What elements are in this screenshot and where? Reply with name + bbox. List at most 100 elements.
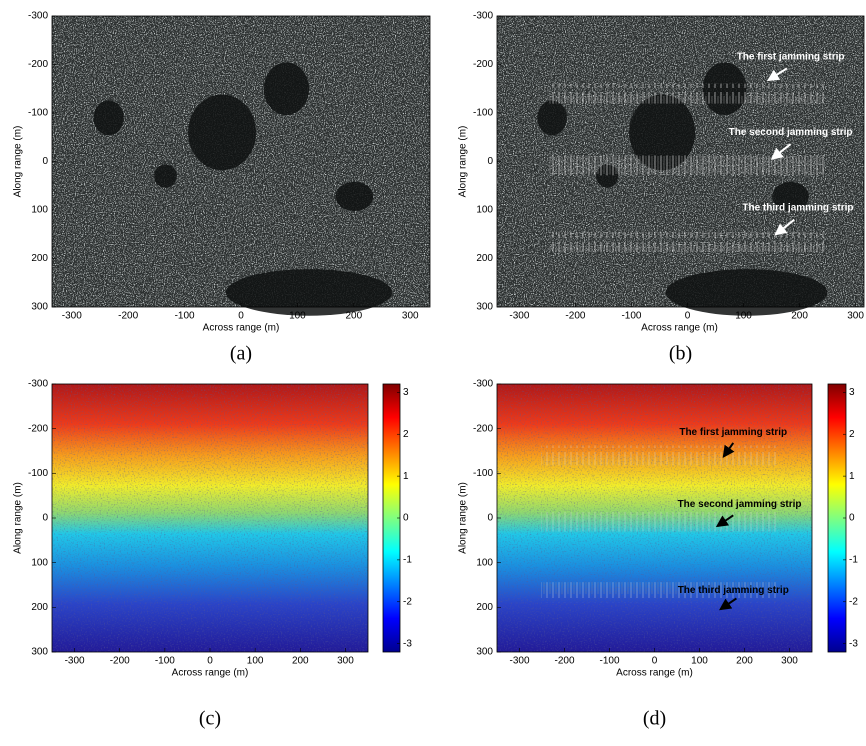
caption: (c) — [199, 708, 221, 730]
x-tick-label: 100 — [289, 311, 306, 322]
colorbar-tick-label: 3 — [849, 387, 855, 398]
caption: (b) — [669, 343, 692, 365]
y-tick-label: -300 — [473, 379, 493, 390]
y-tick-label: 100 — [476, 557, 493, 568]
x-tick-label: 100 — [247, 656, 264, 667]
x-tick-label: 100 — [735, 311, 752, 322]
y-tick-label: 0 — [42, 156, 48, 167]
y-tick-label: -300 — [473, 11, 493, 22]
y-tick-label: -200 — [28, 423, 48, 434]
y-tick-label: 300 — [476, 647, 493, 658]
dark-region — [154, 164, 177, 187]
y-tick-label: 0 — [42, 513, 48, 524]
caption: (a) — [230, 343, 252, 365]
x-tick-label: -200 — [554, 656, 574, 667]
y-tick-label: -200 — [28, 59, 48, 70]
jamming-strip — [548, 84, 823, 104]
x-tick-label: 200 — [292, 656, 309, 667]
jamming-strip — [548, 155, 823, 175]
y-axis-label: Along range (m) — [458, 482, 469, 554]
colorbar-tick-label: 2 — [849, 429, 855, 440]
dark-region — [666, 269, 827, 316]
x-tick-label: 0 — [207, 656, 213, 667]
colorbar-tick-label: -2 — [403, 596, 412, 607]
y-tick-label: 300 — [476, 302, 493, 313]
image-panel — [52, 384, 368, 652]
x-tick-label: -200 — [110, 656, 130, 667]
x-tick-label: 200 — [345, 311, 362, 322]
y-tick-label: 200 — [31, 602, 48, 613]
x-tick-label: -100 — [155, 656, 175, 667]
colorbar-tick-label: -2 — [849, 596, 858, 607]
y-axis-label: Along range (m) — [13, 482, 24, 554]
y-tick-label: 0 — [487, 156, 493, 167]
annotation: The first jamming strip — [679, 427, 787, 438]
y-tick-label: 200 — [476, 602, 493, 613]
y-tick-label: -100 — [28, 468, 48, 479]
y-tick-label: -100 — [473, 108, 493, 119]
y-axis-label: Along range (m) — [13, 126, 24, 198]
y-tick-label: -200 — [473, 423, 493, 434]
colorbar-tick-label: -1 — [403, 555, 412, 566]
colorbar-tick-label: 3 — [403, 387, 409, 398]
y-tick-label: 200 — [31, 253, 48, 264]
figure: -300-200-1000100200300-300-200-100010020… — [0, 0, 866, 746]
x-tick-label: 300 — [781, 656, 798, 667]
y-tick-label: 0 — [487, 513, 493, 524]
annotation: The third jamming strip — [742, 203, 853, 214]
image-panel — [52, 16, 430, 316]
caption: (d) — [643, 708, 666, 730]
x-tick-label: 200 — [791, 311, 808, 322]
x-tick-label: 200 — [736, 656, 753, 667]
y-axis-label: Along range (m) — [458, 126, 469, 198]
image-panel — [497, 384, 812, 652]
dark-region — [336, 182, 374, 211]
colorbar-tick-label: -3 — [849, 638, 858, 649]
annotation: The second jamming strip — [729, 127, 853, 138]
x-tick-label: 0 — [685, 311, 691, 322]
y-tick-label: 300 — [31, 647, 48, 658]
jamming-strip — [541, 512, 777, 532]
y-tick-label: 200 — [476, 253, 493, 264]
jamming-strip — [548, 232, 823, 252]
x-tick-label: 300 — [337, 656, 354, 667]
colorbar-tick-label: 2 — [403, 429, 409, 440]
colorbar-tick-label: -1 — [849, 555, 858, 566]
colorbar-tick-label: -3 — [403, 638, 412, 649]
x-tick-label: -200 — [565, 311, 585, 322]
colorbar-tick-label: 0 — [403, 513, 409, 524]
annotation: The third jamming strip — [678, 585, 789, 596]
x-tick-label: -300 — [65, 656, 85, 667]
y-tick-label: -300 — [28, 11, 48, 22]
y-tick-label: -200 — [473, 59, 493, 70]
colorbar-tick-label: 1 — [849, 471, 855, 482]
x-tick-label: 300 — [402, 311, 419, 322]
colorbar-tick-label: 1 — [403, 471, 409, 482]
jamming-strip — [541, 445, 777, 465]
x-axis-label: Across range (m) — [616, 668, 693, 679]
annotation: The first jamming strip — [737, 51, 845, 62]
y-tick-label: 300 — [31, 302, 48, 313]
x-tick-label: -100 — [599, 656, 619, 667]
dark-region — [537, 100, 566, 135]
x-axis-label: Across range (m) — [203, 323, 280, 334]
x-axis-label: Across range (m) — [172, 668, 249, 679]
y-tick-label: -300 — [28, 379, 48, 390]
image-speckle — [52, 384, 368, 652]
dark-region — [264, 63, 309, 115]
y-tick-label: 100 — [476, 205, 493, 216]
x-tick-label: 0 — [238, 311, 244, 322]
x-tick-label: 0 — [652, 656, 658, 667]
y-tick-label: -100 — [28, 108, 48, 119]
colorbar-tick-label: 0 — [849, 513, 855, 524]
y-tick-label: 100 — [31, 557, 48, 568]
x-tick-label: -100 — [175, 311, 195, 322]
dark-region — [94, 100, 124, 135]
y-tick-label: -100 — [473, 468, 493, 479]
dark-region — [188, 95, 256, 171]
x-tick-label: -100 — [621, 311, 641, 322]
x-tick-label: 300 — [847, 311, 864, 322]
x-tick-label: -300 — [62, 311, 82, 322]
x-tick-label: 100 — [691, 656, 708, 667]
dark-region — [226, 269, 392, 316]
